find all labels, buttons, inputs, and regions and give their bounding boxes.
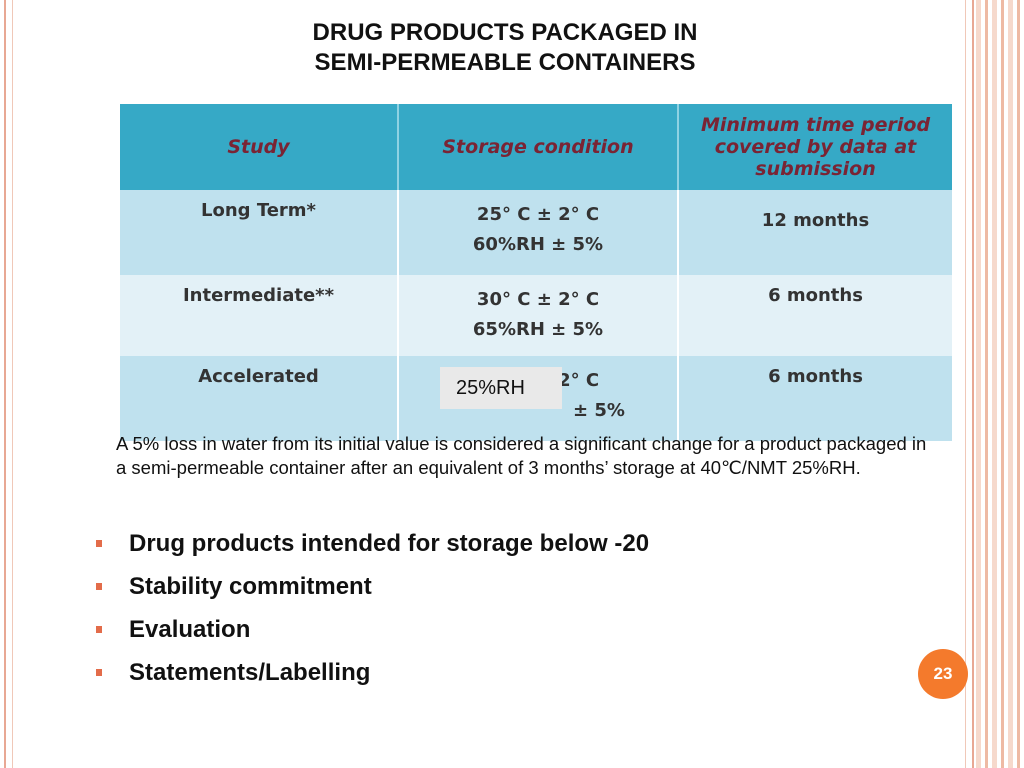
bullet-marker-icon (96, 669, 102, 676)
bullet-text: Evaluation (129, 616, 251, 643)
slide-title-line-2: SEMI-PERMEABLE CONTAINERS (314, 49, 696, 76)
bullet-item: Stability commitment (92, 565, 649, 608)
bullet-marker-icon (96, 540, 102, 547)
cell-study: Intermediate** (120, 275, 399, 356)
bullet-marker-icon (96, 626, 102, 633)
cell-period: 6 months (678, 275, 952, 356)
bullet-list: Drug products intended for storage below… (92, 522, 649, 694)
header-study: Study (120, 104, 399, 190)
bullet-item: Statements/Labelling (92, 651, 649, 694)
table-header-row: Study Storage condition Minimum time per… (120, 104, 952, 190)
slide-title: DRUG PRODUCTS PACKAGED IN SEMI-PERMEABLE… (230, 18, 780, 78)
cell-storage-condition: 30° C ± 2° C 65%RH ± 5% (398, 275, 679, 356)
bullet-text: Drug products intended for storage below… (129, 530, 650, 557)
cell-study: Accelerated (120, 356, 399, 441)
condition-humidity: 60%RH ± 5% (472, 234, 604, 255)
table-row: Intermediate** 30° C ± 2° C 65%RH ± 5% 6… (120, 275, 952, 356)
slide-border-outer (4, 0, 974, 768)
bullet-text: Stability commitment (129, 573, 372, 600)
bullet-item: Drug products intended for storage below… (92, 522, 649, 565)
water-loss-note: A 5% loss in water from its initial valu… (116, 433, 927, 478)
bullet-marker-icon (96, 583, 102, 590)
condition-humidity: ± 5% (573, 400, 625, 421)
table-row: Long Term* 25° C ± 2° C 60%RH ± 5% 12 mo… (120, 190, 952, 275)
cell-storage-condition: 25° C ± 2° C 60%RH ± 5% (398, 190, 679, 275)
stability-study-table: Study Storage condition Minimum time per… (120, 104, 952, 441)
cell-period: 6 months (678, 356, 952, 441)
condition-humidity: 65%RH ± 5% (472, 319, 604, 340)
page-number-badge: 23 (918, 649, 968, 699)
slide-title-line-1: DRUG PRODUCTS PACKAGED IN (312, 19, 698, 46)
slide-border-inner (12, 0, 966, 768)
condition-temperature: 30° C ± 2° C (476, 289, 600, 310)
cell-study: Long Term* (120, 190, 399, 275)
decorative-stripes (976, 0, 1024, 768)
bullet-text: Statements/Labelling (129, 659, 371, 686)
humidity-overlay-box: 25%RH (440, 367, 562, 409)
cell-period: 12 months (678, 190, 952, 275)
header-storage-condition: Storage condition (398, 104, 679, 190)
header-minimum-time-period: Minimum time period covered by data at s… (678, 104, 952, 190)
condition-temperature: 25° C ± 2° C (476, 204, 600, 225)
bullet-item: Evaluation (92, 608, 649, 651)
